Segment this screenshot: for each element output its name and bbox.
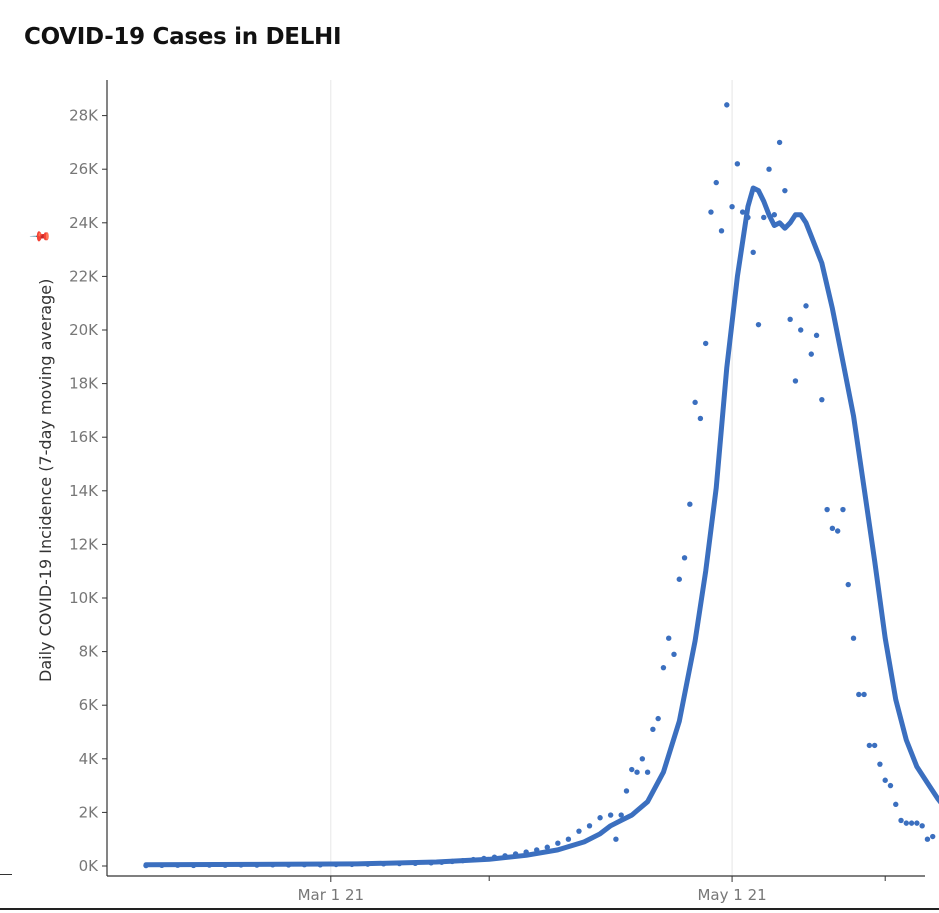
data-point (782, 187, 788, 194)
grid-lines (330, 80, 733, 876)
data-point (718, 228, 725, 234)
y-tick-label: 8K (79, 643, 100, 661)
data-point (666, 635, 672, 641)
data-point (866, 742, 873, 749)
data-point (845, 581, 851, 588)
data-point (634, 769, 640, 775)
data-point (903, 820, 910, 826)
x-ticks: Mar 1 21 May 1 21 (298, 876, 886, 904)
y-tick-label: 18K (69, 375, 99, 393)
y-tick-label: 26K (69, 160, 99, 178)
data-point (914, 820, 920, 826)
data-point (792, 378, 799, 384)
data-point (829, 525, 836, 532)
data-point (887, 782, 894, 789)
moving-average-path (143, 185, 939, 868)
x-tick-label: May 1 21 (697, 886, 766, 904)
y-tick-label: 24K (69, 214, 99, 232)
data-point (687, 501, 693, 507)
data-point (555, 840, 561, 846)
data-point (586, 823, 593, 829)
data-point (708, 209, 714, 215)
data-point (623, 788, 630, 794)
axes (106, 80, 925, 877)
moving-average-line (143, 185, 939, 868)
data-point (850, 635, 857, 641)
data-point (613, 836, 619, 842)
data-point (729, 204, 735, 210)
data-point (629, 766, 635, 773)
y-tick-label: 20K (69, 321, 99, 339)
data-point (671, 651, 677, 657)
data-point (576, 828, 582, 834)
data-point (681, 555, 688, 561)
data-point (607, 812, 614, 818)
data-point (766, 166, 772, 172)
data-point (650, 726, 656, 733)
data-point (750, 249, 756, 255)
data-point (898, 817, 904, 824)
data-point (692, 399, 698, 406)
data-point (644, 769, 651, 775)
data-point (840, 506, 846, 513)
data-point (819, 396, 825, 403)
data-point (834, 528, 841, 534)
data-point (655, 715, 661, 722)
y-tick-label: 6K (79, 696, 100, 714)
chart-title: COVID-19 Cases in DELHI (24, 24, 342, 50)
y-tick-label: 28K (69, 107, 99, 125)
data-point (877, 761, 883, 767)
data-point (597, 815, 603, 821)
data-point (639, 756, 646, 762)
y-tick-label: 22K (69, 267, 99, 285)
data-point (798, 327, 804, 333)
data-point (908, 820, 915, 826)
data-point (776, 139, 783, 146)
data-point (544, 844, 550, 850)
y-tick-label: 16K (69, 428, 99, 446)
y-tick-label: 14K (69, 482, 99, 500)
data-point (660, 664, 667, 671)
data-point (702, 340, 709, 347)
edge-mark (0, 874, 12, 875)
data-point (803, 303, 809, 309)
data-point (856, 691, 862, 698)
data-point (618, 812, 624, 818)
data-point (676, 576, 682, 582)
y-ticks: 0K 2K 4K 6K 8K 10K 12K 14K 16K 18K 20K 22K 24K 26K 28K (69, 107, 107, 875)
data-point (787, 316, 793, 322)
data-point (882, 777, 888, 783)
data-point (739, 209, 746, 215)
data-point (861, 691, 867, 698)
y-tick-label: 2K (79, 803, 100, 821)
daily-cases-points (143, 102, 936, 869)
data-point (824, 506, 830, 513)
data-point (755, 321, 762, 328)
data-point (713, 179, 719, 186)
bottom-border (0, 908, 939, 910)
data-point (813, 332, 820, 339)
data-point (565, 836, 572, 842)
data-point (724, 102, 730, 108)
y-tick-label: 10K (69, 589, 99, 607)
data-point (808, 351, 814, 357)
data-point (924, 836, 931, 842)
data-point (771, 212, 778, 218)
data-point (734, 161, 741, 167)
y-tick-label: 0K (79, 857, 100, 875)
data-point (893, 801, 899, 808)
x-tick-label: Mar 1 21 (298, 886, 364, 904)
data-point (930, 833, 936, 840)
data-point (871, 742, 878, 749)
data-point (919, 823, 925, 829)
data-point (761, 214, 767, 221)
y-tick-label: 12K (69, 535, 99, 553)
y-tick-label: 4K (79, 750, 100, 768)
data-point (697, 415, 704, 422)
